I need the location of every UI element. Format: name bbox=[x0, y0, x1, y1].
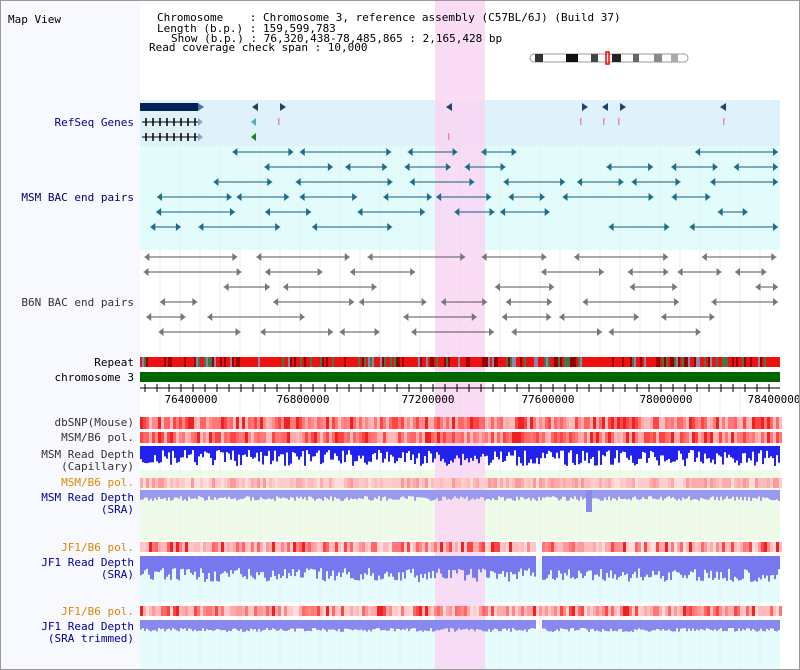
ideogram-position-marker bbox=[605, 51, 610, 65]
track-label-msm-b6-pol-1[interactable]: MSM/B6 pol. bbox=[61, 431, 134, 444]
track-label-chromosome[interactable]: chromosome 3 bbox=[55, 371, 134, 384]
track-label-msm-depth-sra-sub: (SRA) bbox=[101, 503, 134, 516]
msm-b6-pol-heat-strip[interactable] bbox=[140, 432, 782, 443]
track-label-msm-depth-cap-sub: (Capillary) bbox=[61, 460, 134, 473]
refseq-gene-features[interactable] bbox=[140, 103, 726, 141]
axis-tick-label: 77200000 bbox=[402, 393, 455, 406]
track-label-msm-bac[interactable]: MSM BAC end pairs bbox=[21, 191, 134, 204]
msm-b6-pol-sra-heat-strip[interactable] bbox=[140, 478, 782, 488]
jf1-b6-pol-trim-heat-strip[interactable] bbox=[140, 606, 782, 616]
msm-bac-features[interactable] bbox=[150, 148, 778, 231]
track-label-jf1-depth-trim-sub: (SRA trimmed) bbox=[48, 632, 134, 645]
track-label-msm-b6-pol-2[interactable]: MSM/B6 pol. bbox=[61, 476, 134, 489]
chromosome-ideogram[interactable] bbox=[529, 51, 689, 65]
axis-tick-label: 77600000 bbox=[522, 393, 575, 406]
track-label-b6n-bac[interactable]: B6N BAC end pairs bbox=[21, 296, 134, 309]
b6n-bac-features[interactable] bbox=[143, 253, 778, 336]
track-label-jf1-b6-pol-2[interactable]: JF1/B6 pol. bbox=[61, 605, 134, 618]
axis-tick-label: 76800000 bbox=[277, 393, 330, 406]
info-show: Show (b.p.) : 76,320,438-78,485,865 : 2,… bbox=[171, 32, 502, 45]
msm-read-depth-capillary[interactable] bbox=[140, 446, 780, 466]
label-column bbox=[0, 0, 140, 670]
track-label-refseq[interactable]: RefSeq Genes bbox=[55, 116, 134, 129]
track-label-jf1-b6-pol-1[interactable]: JF1/B6 pol. bbox=[61, 541, 134, 554]
track-label-repeat[interactable]: Repeat bbox=[94, 356, 134, 369]
axis-tick-label: 78000000 bbox=[640, 393, 693, 406]
chromosome-bar[interactable] bbox=[140, 372, 780, 382]
info-length: Length (b.p.) : 159,599,783 bbox=[157, 22, 336, 35]
dbsnp-heat-strip[interactable] bbox=[140, 417, 782, 429]
repeat-track[interactable] bbox=[140, 357, 780, 367]
info-chromosome: Chromosome : Chromosome 3, reference ass… bbox=[157, 11, 621, 24]
jf1-read-depth-trimmed[interactable] bbox=[140, 620, 780, 632]
info-coverage: Read coverage check span : 10,000 bbox=[149, 41, 368, 54]
axis-tick-label: 76400000 bbox=[165, 393, 218, 406]
position-axis: 76400000 76800000 77200000 77600000 7800… bbox=[140, 384, 800, 406]
track-label-msm-depth-sra[interactable]: MSM Read Depth bbox=[41, 491, 134, 504]
track-label-msm-depth-cap[interactable]: MSM Read Depth bbox=[41, 448, 134, 461]
jf1-b6-pol-heat-strip[interactable] bbox=[140, 542, 782, 552]
track-label-jf1-depth-sra-sub: (SRA) bbox=[101, 568, 134, 581]
track-label-jf1-depth-sra[interactable]: JF1 Read Depth bbox=[41, 556, 134, 569]
jf1-read-depth-sra[interactable] bbox=[140, 556, 780, 582]
track-label-dbsnp[interactable]: dbSNP(Mouse) bbox=[55, 416, 134, 429]
track-label-jf1-depth-trim[interactable]: JF1 Read Depth bbox=[41, 620, 134, 633]
axis-tick-label: 78400000 bbox=[748, 393, 800, 406]
msm-read-depth-sra[interactable] bbox=[140, 490, 780, 512]
page-title: Map View bbox=[8, 13, 61, 26]
